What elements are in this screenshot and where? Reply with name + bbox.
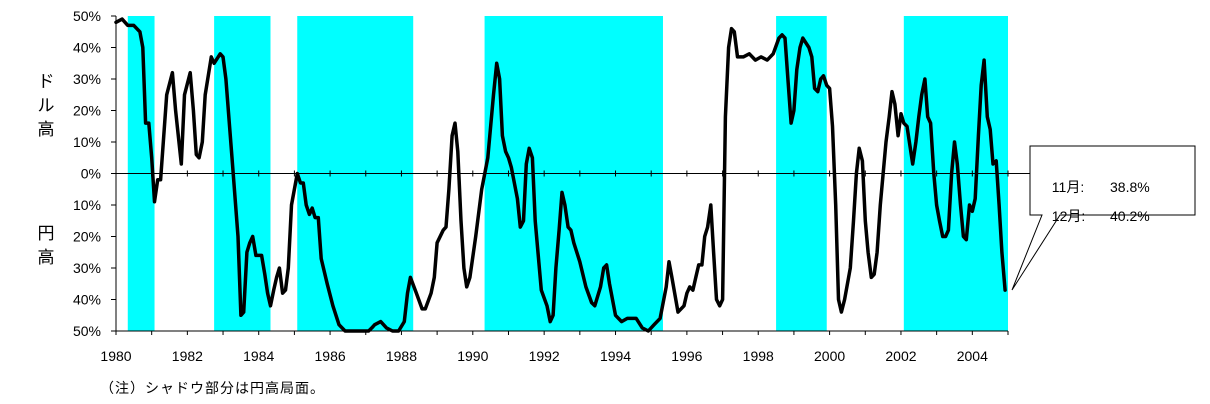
x-tick-label: 1992 — [529, 348, 560, 364]
callout-month-1: 11月: — [1051, 179, 1085, 195]
y-tick-label: 10% — [73, 197, 101, 213]
x-axis-ticks: 1980 1982 1984 1986 1988 1990 1992 1994 1996 1998… — [100, 170, 1009, 364]
y-tick-label: 40% — [73, 292, 101, 308]
y-tick-label: 20% — [73, 229, 101, 245]
dollar-strong-char-2: ル — [37, 96, 55, 115]
x-tick-label: 2004 — [957, 348, 988, 364]
x-tick-label: 1998 — [743, 348, 774, 364]
footnote: （注）シャドウ部分は円高局面。 — [100, 380, 325, 396]
callout-value-2: 40.2% — [1110, 208, 1150, 224]
callout-frame — [1011, 145, 1196, 291]
series-line-1 — [114, 17, 1007, 333]
callout-month-2: 12月: — [1051, 208, 1086, 224]
y-tick-label: 30% — [73, 71, 101, 87]
x-tick-label: 1980 — [100, 348, 131, 364]
x-tick-label: 1984 — [243, 348, 274, 364]
y-tick-label: 40% — [73, 40, 101, 56]
callout-box — [1011, 145, 1196, 291]
y-tick-label: 30% — [73, 260, 101, 276]
x-tick-label: 1996 — [671, 348, 702, 364]
yen-strong-char-2: 高 — [37, 248, 55, 267]
dollar-strong-char-1: ド — [37, 72, 55, 91]
y-tick-label: 20% — [73, 103, 101, 119]
dollar-strong-char-3: 高 — [37, 120, 55, 139]
x-tick-label: 2002 — [885, 348, 916, 364]
y-tick-label: 50% — [73, 323, 101, 339]
x-tick-label: 1982 — [172, 348, 203, 364]
yen-strong-char-1: 円 — [37, 224, 55, 243]
x-tick-label: 2000 — [814, 348, 845, 364]
y-tick-label: 10% — [73, 134, 101, 150]
callout-value-1: 38.8% — [1110, 179, 1150, 195]
x-tick-label: 1988 — [386, 348, 417, 364]
yen-strong-label: 円 高 — [34, 222, 58, 270]
y-tick-label: 0% — [81, 166, 101, 182]
x-tick-label: 1994 — [600, 348, 631, 364]
y-axis-ticks: 50% 40% 30% 20% 10% 0% 10% 20% 30% 40% 50% — [73, 8, 116, 339]
series-group — [114, 17, 1007, 333]
dollar-strong-label: ド ル 高 — [34, 70, 58, 142]
y-tick-label: 50% — [73, 8, 101, 24]
callout-line-2: 12月: 40.2% — [1044, 186, 1150, 226]
callout-line-1: 11月: 38.8% — [1044, 157, 1150, 197]
x-tick-label: 1986 — [315, 348, 346, 364]
x-tick-label: 1990 — [457, 348, 488, 364]
